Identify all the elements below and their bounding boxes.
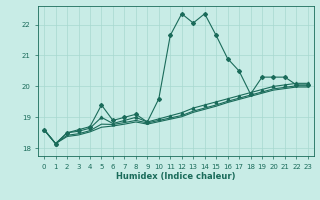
X-axis label: Humidex (Indice chaleur): Humidex (Indice chaleur) <box>116 172 236 181</box>
